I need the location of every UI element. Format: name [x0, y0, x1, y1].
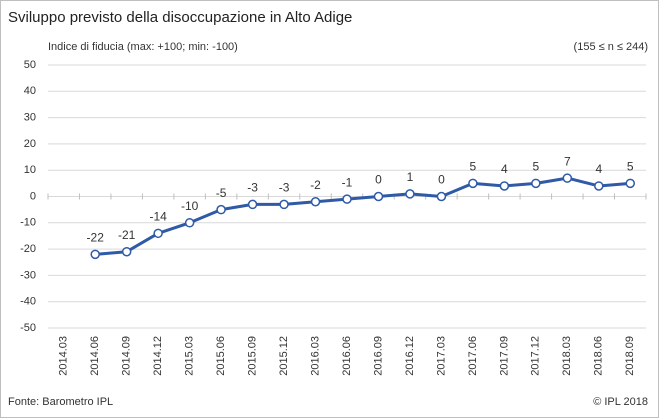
x-tick-label: 2017.12 — [530, 336, 542, 376]
data-label: 5 — [470, 160, 477, 174]
x-tick-label: 2016.09 — [372, 336, 384, 376]
x-tick-label: 2014.06 — [89, 336, 101, 376]
marker — [468, 178, 478, 189]
x-tick-label: 2018.06 — [593, 336, 605, 376]
y-tick-label: 0 — [30, 190, 36, 202]
data-label: 0 — [438, 173, 445, 187]
x-tick-label: 2017.06 — [467, 336, 479, 376]
x-tick-label: 2018.09 — [624, 336, 636, 376]
data-label: 4 — [501, 162, 508, 176]
y-tick-label: 50 — [24, 59, 36, 71]
marker — [247, 199, 258, 210]
data-label: -5 — [216, 186, 227, 200]
x-tick-label: 2017.09 — [498, 336, 510, 376]
y-tick-label: -50 — [20, 322, 36, 334]
marker — [279, 199, 289, 210]
data-label: 5 — [627, 160, 634, 174]
marker — [499, 181, 510, 191]
marker — [594, 181, 604, 191]
data-label: -22 — [87, 231, 105, 245]
x-tick-label: 2018.03 — [561, 336, 573, 376]
marker — [405, 189, 415, 199]
data-label: -3 — [247, 181, 258, 195]
x-tick-label: 2017.03 — [435, 336, 447, 376]
marker — [436, 191, 447, 202]
y-tick-label: 30 — [24, 112, 36, 124]
y-tick-label: -30 — [20, 269, 36, 281]
marker — [531, 178, 541, 189]
marker — [121, 246, 132, 257]
y-tick-label: -40 — [20, 296, 36, 308]
x-tick-label: 2014.03 — [58, 336, 70, 376]
marker — [184, 218, 195, 228]
y-axis-label: Indice di fiducia (max: +100; min: -100) — [48, 41, 238, 53]
x-tick-label: 2016.03 — [309, 336, 321, 376]
data-label: -21 — [118, 228, 136, 242]
x-tick-label: 2015.06 — [215, 336, 227, 376]
data-label: 1 — [407, 170, 414, 184]
line — [95, 176, 631, 256]
x-tick-label: 2016.12 — [404, 336, 416, 376]
y-tick-label: -10 — [20, 217, 36, 229]
y-tick-label: 10 — [24, 164, 36, 176]
data-label: -14 — [149, 209, 167, 223]
data-label: -3 — [279, 181, 290, 195]
x-tick-label: 2016.06 — [341, 336, 353, 376]
data-label: -10 — [181, 199, 199, 213]
marker — [310, 197, 321, 207]
marker — [342, 194, 352, 204]
copyright: © IPL 2018 — [593, 396, 648, 408]
x-tick-label: 2014.09 — [121, 336, 133, 376]
marker — [216, 204, 226, 215]
y-tick-label: 40 — [24, 85, 36, 97]
marker — [562, 173, 573, 183]
marker — [153, 228, 163, 239]
x-tick-label: 2015.03 — [184, 336, 196, 376]
marker — [373, 191, 384, 202]
data-label: -2 — [310, 178, 321, 192]
x-tick-label: 2014.12 — [152, 336, 164, 376]
data-label: 0 — [375, 173, 382, 187]
data-label: 4 — [595, 162, 602, 176]
x-tick-label: 2015.12 — [278, 336, 290, 376]
y-tick-label: -20 — [20, 243, 36, 255]
y-tick-label: 20 — [24, 138, 36, 150]
chart-title: Sviluppo previsto della disoccupazione i… — [8, 9, 352, 26]
data-label: 7 — [564, 154, 571, 168]
subtitle: (155 ≤ n ≤ 244) — [574, 41, 648, 53]
marker — [625, 178, 636, 189]
data-label: 5 — [532, 160, 539, 174]
x-tick-label: 2015.09 — [246, 336, 258, 376]
data-label: -1 — [342, 175, 353, 189]
source: Fonte: Barometro IPL — [8, 396, 113, 408]
marker — [90, 249, 100, 260]
